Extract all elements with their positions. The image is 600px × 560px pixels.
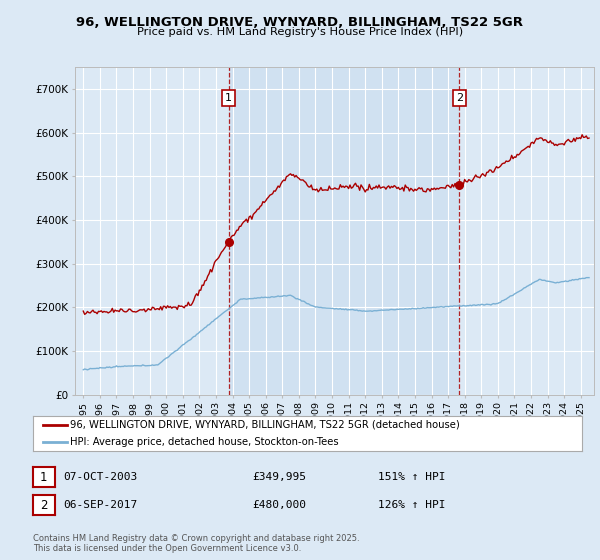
- Text: 96, WELLINGTON DRIVE, WYNYARD, BILLINGHAM, TS22 5GR (detached house): 96, WELLINGTON DRIVE, WYNYARD, BILLINGHA…: [70, 420, 460, 430]
- Text: 2: 2: [40, 498, 47, 512]
- Text: HPI: Average price, detached house, Stockton-on-Tees: HPI: Average price, detached house, Stoc…: [70, 437, 339, 447]
- Text: 1: 1: [40, 470, 47, 484]
- Text: 06-SEP-2017: 06-SEP-2017: [64, 500, 138, 510]
- Text: £349,995: £349,995: [252, 472, 306, 482]
- Text: 151% ↑ HPI: 151% ↑ HPI: [378, 472, 445, 482]
- Text: 1: 1: [225, 93, 232, 103]
- Text: 126% ↑ HPI: 126% ↑ HPI: [378, 500, 445, 510]
- Text: Price paid vs. HM Land Registry's House Price Index (HPI): Price paid vs. HM Land Registry's House …: [137, 27, 463, 37]
- Text: £480,000: £480,000: [252, 500, 306, 510]
- Text: 96, WELLINGTON DRIVE, WYNYARD, BILLINGHAM, TS22 5GR: 96, WELLINGTON DRIVE, WYNYARD, BILLINGHA…: [77, 16, 523, 29]
- Text: Contains HM Land Registry data © Crown copyright and database right 2025.
This d: Contains HM Land Registry data © Crown c…: [33, 534, 359, 553]
- Text: 07-OCT-2003: 07-OCT-2003: [64, 472, 138, 482]
- Bar: [229, 67, 460, 395]
- Text: 2: 2: [456, 93, 463, 103]
